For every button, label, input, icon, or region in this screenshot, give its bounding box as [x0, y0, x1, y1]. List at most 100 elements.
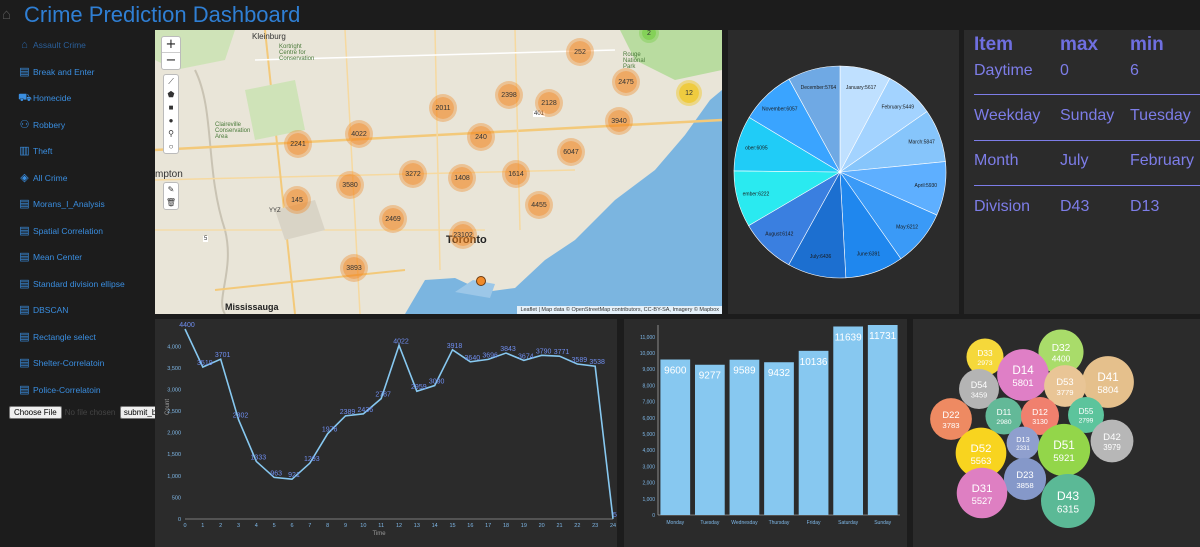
- map-cluster[interactable]: 2: [642, 30, 656, 40]
- map-cluster[interactable]: 2128: [538, 92, 560, 114]
- map-cluster[interactable]: 1408: [451, 167, 473, 189]
- bubble-label: D51: [1053, 439, 1075, 452]
- map-cluster[interactable]: 12: [679, 83, 699, 103]
- map-cluster[interactable]: 3272: [402, 163, 424, 185]
- zoom-out-button[interactable]: −: [165, 53, 177, 68]
- home-icon[interactable]: ⌂: [2, 6, 12, 23]
- app-header: ⌂ Crime Prediction Dashboard: [0, 0, 360, 30]
- bubble-label: D33: [977, 348, 993, 358]
- table-cell-item: Division: [974, 198, 1031, 215]
- sidebar-item-robbery[interactable]: ⚇ Robbery: [19, 118, 66, 131]
- data-label: 2302: [233, 413, 249, 420]
- pie-label: July:6436: [810, 254, 832, 260]
- data-label: 2959: [411, 384, 427, 391]
- map-cluster[interactable]: 4455: [528, 194, 550, 216]
- choose-file-button[interactable]: Choose File: [9, 406, 62, 419]
- map-cluster[interactable]: 4022: [348, 123, 370, 145]
- sidebar-item-shelter-correlation[interactable]: ▤ Shelter-Correlatoin: [19, 356, 105, 369]
- map-cluster[interactable]: 252: [569, 41, 591, 63]
- table-cell-min: D13: [1130, 198, 1160, 215]
- draw-marker-icon[interactable]: ⚲: [168, 129, 174, 138]
- bar: [833, 326, 864, 515]
- bubble: [956, 467, 1008, 519]
- sidebar-item-assault-crime[interactable]: ⌂ Assault Crime: [18, 36, 86, 54]
- draw-circlemarker-icon[interactable]: ○: [168, 142, 174, 151]
- bubble: [1082, 356, 1134, 408]
- sidebar-item-spatial-correlation[interactable]: ▤ Spatial Correlation: [19, 224, 103, 237]
- x-tick-label: 5: [273, 523, 276, 529]
- edit-toolbar: ✎ 🗑: [163, 182, 179, 210]
- sidebar-item-police-correlation[interactable]: ▤ Police-Correlatoin: [19, 383, 101, 396]
- sidebar-item-break-and-enter[interactable]: ▤ Break and Enter: [19, 65, 95, 78]
- document-icon: ▤: [19, 356, 30, 369]
- table-header-item: Item: [974, 34, 1014, 55]
- map-cluster[interactable]: 3940: [608, 110, 630, 132]
- bubble-label: D22: [942, 409, 959, 420]
- map-label-401: 401: [533, 111, 546, 117]
- document-icon: ▤: [19, 277, 30, 290]
- map-cluster[interactable]: 2475: [615, 71, 637, 93]
- map-cluster[interactable]: 1614: [505, 163, 527, 185]
- monthly-pie-panel: January:5617 February:5449 March:5847 April…: [728, 30, 959, 314]
- draw-polyline-icon[interactable]: ⟋: [168, 77, 174, 86]
- table-row: Month July February: [974, 152, 1200, 170]
- map-cluster[interactable]: 2469: [382, 208, 404, 230]
- y-tick-label: 11,000: [640, 335, 655, 341]
- draw-circle-icon[interactable]: ●: [168, 116, 174, 125]
- pie-label: June:6391: [857, 251, 881, 257]
- draw-toolbar: ⟋ ⬟ ■ ● ⚲ ○: [163, 74, 179, 154]
- x-tick-label: 1: [201, 523, 204, 529]
- data-label: 3640: [465, 355, 481, 362]
- data-label: 9432: [768, 368, 791, 379]
- sidebar-item-morans-analysis[interactable]: ▤ Morans_I_Analysis: [19, 197, 105, 210]
- x-tick-label: Monday: [666, 520, 684, 526]
- map-cluster[interactable]: 3893: [343, 257, 365, 279]
- y-tick-label: 0: [178, 517, 181, 523]
- zoom-in-button[interactable]: +: [162, 37, 180, 53]
- line-series: [184, 328, 614, 519]
- pie-label: May:6212: [896, 225, 918, 231]
- map-cluster[interactable]: 2011: [432, 97, 454, 119]
- sidebar-item-dbscan[interactable]: ▤ DBSCAN: [19, 303, 69, 316]
- table-divider: [974, 94, 1200, 95]
- delete-layers-icon[interactable]: 🗑: [165, 198, 177, 207]
- x-tick-label: 6: [290, 523, 293, 529]
- draw-rectangle-icon[interactable]: ■: [168, 103, 174, 112]
- sidebar: ⌂ Assault Crime ▤ Break and Enter ⛟ Homecid…: [0, 30, 152, 547]
- x-tick-label: 12: [396, 523, 402, 529]
- sidebar-item-theft[interactable]: ▥ Theft: [19, 144, 53, 157]
- bubble-value: 5527: [972, 496, 993, 506]
- map-cluster[interactable]: 2398: [498, 84, 520, 106]
- bubble: [1068, 397, 1104, 433]
- y-tick-label: 1,500: [167, 452, 181, 458]
- map-cluster[interactable]: 2241: [287, 133, 309, 155]
- map-cluster[interactable]: 23102: [452, 224, 474, 246]
- table-header-row: Item max min: [974, 34, 1200, 56]
- document-icon: ▤: [19, 224, 30, 237]
- document-icon: ▤: [19, 330, 30, 343]
- x-tick-label: 3: [237, 523, 240, 529]
- map-cluster[interactable]: 6047: [560, 141, 582, 163]
- bubble-label: D12: [1032, 407, 1048, 417]
- map-tiles: [155, 30, 722, 314]
- sidebar-item-homecide[interactable]: ⛟ Homecide: [18, 91, 72, 104]
- bubble-value: 5804: [1097, 385, 1119, 396]
- map-cluster[interactable]: 3580: [339, 174, 361, 196]
- table-cell-max: D43: [1060, 198, 1090, 215]
- sidebar-item-rectangle-select[interactable]: ▤ Rectangle select: [19, 330, 96, 343]
- sidebar-item-standard-division-ellipse[interactable]: ▤ Standard division ellipse: [19, 277, 125, 290]
- bubble: [1006, 426, 1040, 460]
- data-label: 3701: [215, 352, 231, 359]
- sidebar-item-all-crime[interactable]: ◈ All Crime: [18, 169, 67, 187]
- edit-layers-icon[interactable]: ✎: [167, 185, 175, 194]
- map-cluster[interactable]: 145: [286, 189, 308, 211]
- x-tick-label: 16: [467, 523, 473, 529]
- sidebar-item-mean-center[interactable]: ▤ Mean Center: [19, 250, 83, 263]
- draw-polygon-icon[interactable]: ⬟: [167, 90, 175, 99]
- data-label: 3843: [500, 346, 516, 353]
- map-marker[interactable]: [476, 276, 486, 286]
- map-cluster[interactable]: 240: [470, 126, 492, 148]
- crime-cluster-map[interactable]: Kleinburg Kortright Centre for Conservat…: [155, 30, 722, 314]
- pie-label: ober:6095: [745, 146, 768, 152]
- table-cell-item: Month: [974, 152, 1019, 169]
